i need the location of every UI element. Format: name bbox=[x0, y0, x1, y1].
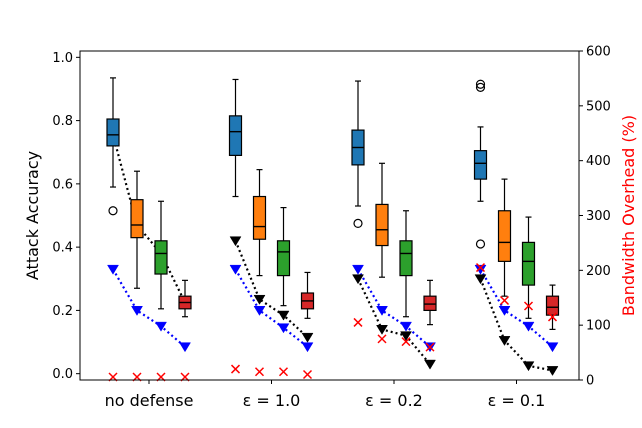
bandwidth-x-marker bbox=[353, 317, 363, 327]
blue-triangle-marker bbox=[155, 321, 167, 332]
x-marker-stroke bbox=[230, 364, 241, 374]
black-triangle-marker bbox=[229, 236, 242, 247]
y2-tick-label: 300 bbox=[586, 209, 611, 224]
x-marker-stroke bbox=[377, 334, 387, 344]
box bbox=[276, 240, 291, 277]
blue-triangle-marker bbox=[229, 264, 242, 275]
blue-dotted-line bbox=[479, 268, 554, 348]
y2-tick-label: 500 bbox=[586, 99, 611, 114]
x-marker-stroke bbox=[353, 317, 363, 327]
box bbox=[130, 199, 144, 239]
black-triangle-marker bbox=[376, 325, 388, 335]
outlier-point bbox=[475, 239, 486, 249]
y-tick-label: 0.4 bbox=[52, 241, 73, 256]
box bbox=[375, 203, 389, 247]
x-tick-label: ε = 0.2 bbox=[365, 391, 423, 410]
box bbox=[399, 240, 413, 277]
chart-marks bbox=[106, 77, 560, 382]
y-tick-label: 0.0 bbox=[52, 367, 73, 382]
x-marker-stroke bbox=[523, 301, 534, 311]
blue-triangle-marker bbox=[474, 264, 487, 275]
y2-tick-label: 200 bbox=[586, 264, 611, 279]
outlier-point bbox=[475, 79, 486, 89]
blue-triangle-marker bbox=[131, 306, 143, 316]
x-marker-stroke bbox=[547, 312, 558, 322]
bandwidth-x-marker bbox=[475, 263, 486, 273]
outlier-point bbox=[353, 218, 363, 229]
blue-triangle-marker bbox=[179, 342, 191, 353]
black-triangle-marker bbox=[424, 359, 436, 370]
black-triangle-marker bbox=[277, 310, 290, 321]
y-axis-label: Attack Accuracy bbox=[23, 151, 42, 280]
bandwidth-x-marker bbox=[547, 312, 558, 322]
y-axis-label-right: Bandwidth Overhead (%) bbox=[619, 115, 638, 316]
axes: 0.0 0.2 0.4 0.6 0.8 1.0 0 100 200 300 400 500 600 no … bbox=[52, 45, 611, 411]
bandwidth-x-marker bbox=[254, 367, 265, 377]
y-tick-label: 1.0 bbox=[52, 51, 73, 66]
box bbox=[106, 118, 120, 147]
outlier-point bbox=[108, 206, 118, 216]
box bbox=[473, 150, 488, 180]
box bbox=[545, 295, 560, 316]
black-dotted-line bbox=[479, 278, 553, 372]
black-triangle-marker bbox=[352, 274, 364, 285]
x-marker-stroke bbox=[278, 367, 289, 377]
blue-dotted-line bbox=[112, 268, 186, 348]
blue-triangle-marker bbox=[107, 264, 119, 275]
bandwidth-x-marker bbox=[499, 295, 510, 306]
black-triangle-marker bbox=[253, 294, 266, 305]
x-tick-label: no defense bbox=[105, 391, 194, 410]
blue-triangle-marker bbox=[522, 321, 535, 332]
black-triangle-marker bbox=[474, 274, 487, 285]
box bbox=[154, 240, 168, 275]
box bbox=[228, 115, 243, 156]
black-triangle-marker bbox=[400, 331, 412, 342]
y2-tick-label: 600 bbox=[586, 45, 611, 60]
bandwidth-x-marker bbox=[523, 301, 534, 311]
y-tick-label: 0.8 bbox=[52, 114, 73, 129]
bandwidth-x-marker bbox=[425, 342, 435, 352]
y2-tick-label: 400 bbox=[586, 154, 611, 169]
x-tick-label: ε = 1.0 bbox=[243, 391, 301, 410]
x-marker-stroke bbox=[425, 342, 435, 352]
blue-triangle-marker bbox=[277, 323, 290, 334]
box bbox=[521, 241, 536, 286]
blue-triangle-marker bbox=[400, 321, 412, 332]
median-dotted-line bbox=[111, 134, 186, 303]
x-marker-stroke bbox=[302, 369, 313, 380]
blue-triangle-marker bbox=[498, 306, 511, 316]
x-tick-label: ε = 0.1 bbox=[488, 391, 546, 410]
black-triangle-marker bbox=[498, 336, 511, 346]
bandwidth-x-marker bbox=[278, 367, 289, 377]
y2-tick-label: 100 bbox=[586, 319, 611, 334]
blue-triangle-marker bbox=[546, 342, 559, 353]
x-marker-stroke bbox=[499, 295, 510, 306]
blue-dotted-line bbox=[357, 268, 431, 348]
y-tick-label: 0.2 bbox=[52, 304, 73, 319]
outlier-point bbox=[475, 82, 486, 92]
black-triangle-marker bbox=[546, 366, 559, 376]
x-marker-stroke bbox=[401, 337, 411, 347]
y2-tick-label: 0 bbox=[586, 374, 594, 389]
black-triangle-marker bbox=[522, 361, 535, 372]
blue-triangle-marker bbox=[376, 306, 388, 316]
box bbox=[497, 210, 512, 262]
bandwidth-x-marker bbox=[302, 369, 313, 380]
black-dotted-line bbox=[234, 240, 309, 339]
black-dotted-line bbox=[357, 278, 431, 365]
blue-triangle-marker bbox=[253, 306, 266, 316]
x-marker-stroke bbox=[475, 263, 486, 273]
black-triangle-marker bbox=[301, 332, 314, 343]
blue-dotted-line bbox=[234, 268, 309, 348]
bandwidth-x-marker bbox=[377, 334, 387, 344]
bandwidth-x-marker bbox=[230, 364, 241, 374]
blue-triangle-marker bbox=[352, 264, 364, 275]
x-marker-stroke bbox=[254, 367, 265, 377]
y-tick-label: 0.6 bbox=[52, 177, 73, 192]
blue-triangle-marker bbox=[301, 342, 314, 353]
box bbox=[423, 295, 437, 312]
bandwidth-x-marker bbox=[401, 337, 411, 347]
box bbox=[252, 195, 267, 240]
